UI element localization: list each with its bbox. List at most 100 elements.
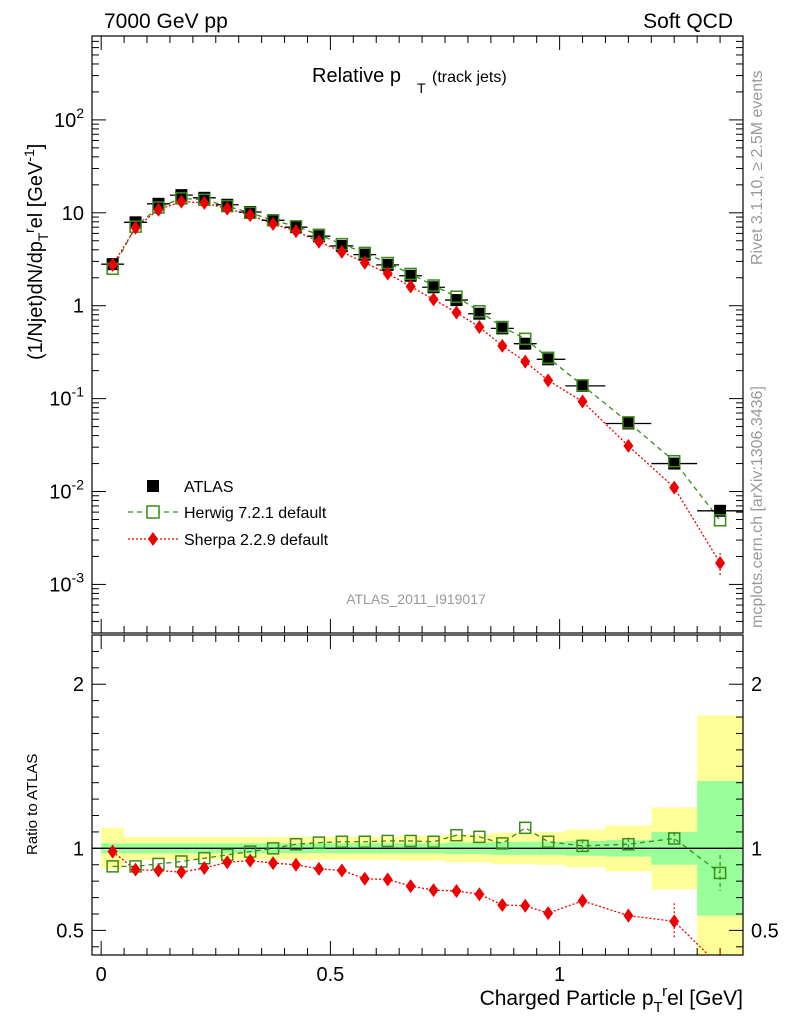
- sherpa-ratio-point: [153, 863, 164, 878]
- y-tick-label-main: 10-3: [49, 569, 84, 596]
- sherpa-ratio-point: [405, 879, 416, 894]
- y-axis-title-main: (1/Njet)dN/dpTrel [GeV-1]: [21, 144, 51, 360]
- y-tick-label-main: 10-1: [49, 384, 84, 411]
- sherpa-point: [130, 220, 141, 235]
- herwig-ratio-point: [450, 828, 463, 842]
- legend-marker-atlas: [147, 480, 159, 492]
- sherpa-ratio-point: [107, 844, 118, 859]
- atlas-point: [542, 353, 555, 366]
- sherpa-point: [451, 305, 462, 320]
- sherpa-ratio-point: [577, 893, 588, 908]
- sherpa-ratio-point: [291, 857, 302, 872]
- sherpa-ratio-point: [199, 861, 210, 876]
- herwig-ratio-point: [381, 834, 394, 848]
- atlas-point: [358, 248, 371, 261]
- sherpa-point: [382, 266, 393, 281]
- analysis-id: ATLAS_2011_I919017: [346, 591, 486, 607]
- sherpa-point: [199, 195, 210, 210]
- sherpa-point: [623, 438, 634, 453]
- herwig-ratio-point: [473, 830, 486, 844]
- main-axis-ticks: 10-3 10-2 10-1 1 10 102: [49, 35, 744, 634]
- sherpa-ratio-line: [112, 851, 710, 955]
- herwig-point: [576, 379, 589, 392]
- plot-title-main: Relative p: [312, 65, 401, 87]
- sherpa-ratio-point: [543, 906, 554, 921]
- herwig-ratio-point: [106, 860, 119, 873]
- plot-title-note: (track jets): [432, 69, 507, 86]
- sherpa-ratio-point: [359, 871, 370, 886]
- legend-marker-sherpa: [148, 532, 158, 546]
- plot-title-sub: T: [417, 80, 426, 96]
- main-series: [101, 189, 743, 578]
- side-label-rivet: Rivet 3.1.10, ≥ 2.5M events: [749, 70, 766, 265]
- sherpa-ratio-point: [313, 861, 324, 876]
- herwig-point: [404, 267, 417, 281]
- atlas-point: [576, 379, 589, 392]
- plot-title: Relative p T (track jets): [312, 65, 507, 96]
- header-right: Soft QCD: [643, 10, 733, 33]
- sherpa-point: [291, 224, 302, 239]
- main-panel-frame: [91, 35, 744, 634]
- sherpa-ratio-point: [130, 862, 141, 877]
- legend: ATLAS Herwig 7.2.1 default Sherpa 2.2.9 …: [128, 479, 329, 549]
- sherpa-point: [577, 394, 588, 409]
- x-tick-label: 1: [554, 964, 565, 986]
- sherpa-point: [153, 202, 164, 217]
- herwig-ratio-point: [289, 837, 303, 851]
- sherpa-point: [336, 244, 347, 259]
- herwig-point: [450, 290, 463, 303]
- sherpa-ratio-point: [623, 908, 634, 923]
- y-tick-label-ratio: 1: [73, 838, 84, 860]
- x-axis-title: Charged Particle pTrel [GeV]: [480, 983, 743, 1016]
- y-tick-label-main: 10-2: [49, 477, 84, 504]
- y-tick-label-ratio: 2: [73, 674, 84, 696]
- sherpa-ratio-point: [245, 853, 256, 868]
- herwig-point: [713, 514, 727, 527]
- y-tick-label-ratio-right: 2: [751, 674, 762, 696]
- atlas-point: [496, 322, 509, 335]
- x-tick-label: 0.5: [316, 964, 344, 986]
- legend-label-herwig: Herwig 7.2.1 default: [184, 505, 327, 522]
- sherpa-point: [313, 234, 324, 249]
- ratio-axis-ticks: 0.5 0.5 1 1 2 2 0 0.5 1: [56, 635, 779, 986]
- sherpa-ratio-point: [428, 883, 439, 898]
- legend-label-sherpa: Sherpa 2.2.9 default: [184, 532, 329, 549]
- sherpa-ratio-point: [268, 856, 279, 871]
- sherpa-point: [669, 480, 680, 495]
- herwig-point: [518, 332, 532, 346]
- side-label-mcplots: mcplots.cern.ch [arXiv:1306.3436]: [749, 386, 766, 628]
- herwig-line: [112, 197, 721, 521]
- herwig-ratio-point: [496, 837, 509, 850]
- sherpa-ratio-point: [336, 863, 347, 878]
- ratio-panel-frame: [91, 634, 744, 956]
- sherpa-ratio-point: [669, 914, 680, 929]
- herwig-point: [622, 416, 635, 429]
- sherpa-ratio-point: [451, 884, 462, 898]
- sherpa-ratio-point: [176, 865, 187, 880]
- sherpa-ratio-point: [520, 898, 531, 913]
- herwig-point: [496, 320, 509, 334]
- herwig-point: [541, 351, 555, 365]
- herwig-point: [667, 454, 681, 468]
- x-tick-label: 0: [96, 964, 107, 986]
- y-tick-label-main: 10: [62, 203, 84, 225]
- herwig-ratio-point: [622, 837, 635, 851]
- sherpa-point: [474, 319, 485, 334]
- sherpa-point: [176, 194, 187, 209]
- sherpa-point: [359, 255, 370, 270]
- herwig-ratio-point: [667, 832, 681, 845]
- sherpa-point: [107, 257, 118, 272]
- herwig-point: [473, 305, 486, 318]
- legend-label-atlas: ATLAS: [184, 479, 234, 496]
- atlas-point: [450, 294, 463, 307]
- ratio-series: [106, 821, 727, 955]
- y-tick-label-ratio-right: 1: [751, 838, 762, 860]
- herwig-ratio-point: [576, 839, 589, 853]
- sherpa-point: [497, 338, 508, 353]
- atlas-point: [622, 417, 635, 430]
- sherpa-point: [222, 201, 233, 216]
- y-axis-title-ratio: Ratio to ATLAS: [24, 754, 41, 855]
- y-tick-label-ratio: 0.5: [56, 920, 84, 942]
- legend-marker-herwig: [146, 505, 160, 519]
